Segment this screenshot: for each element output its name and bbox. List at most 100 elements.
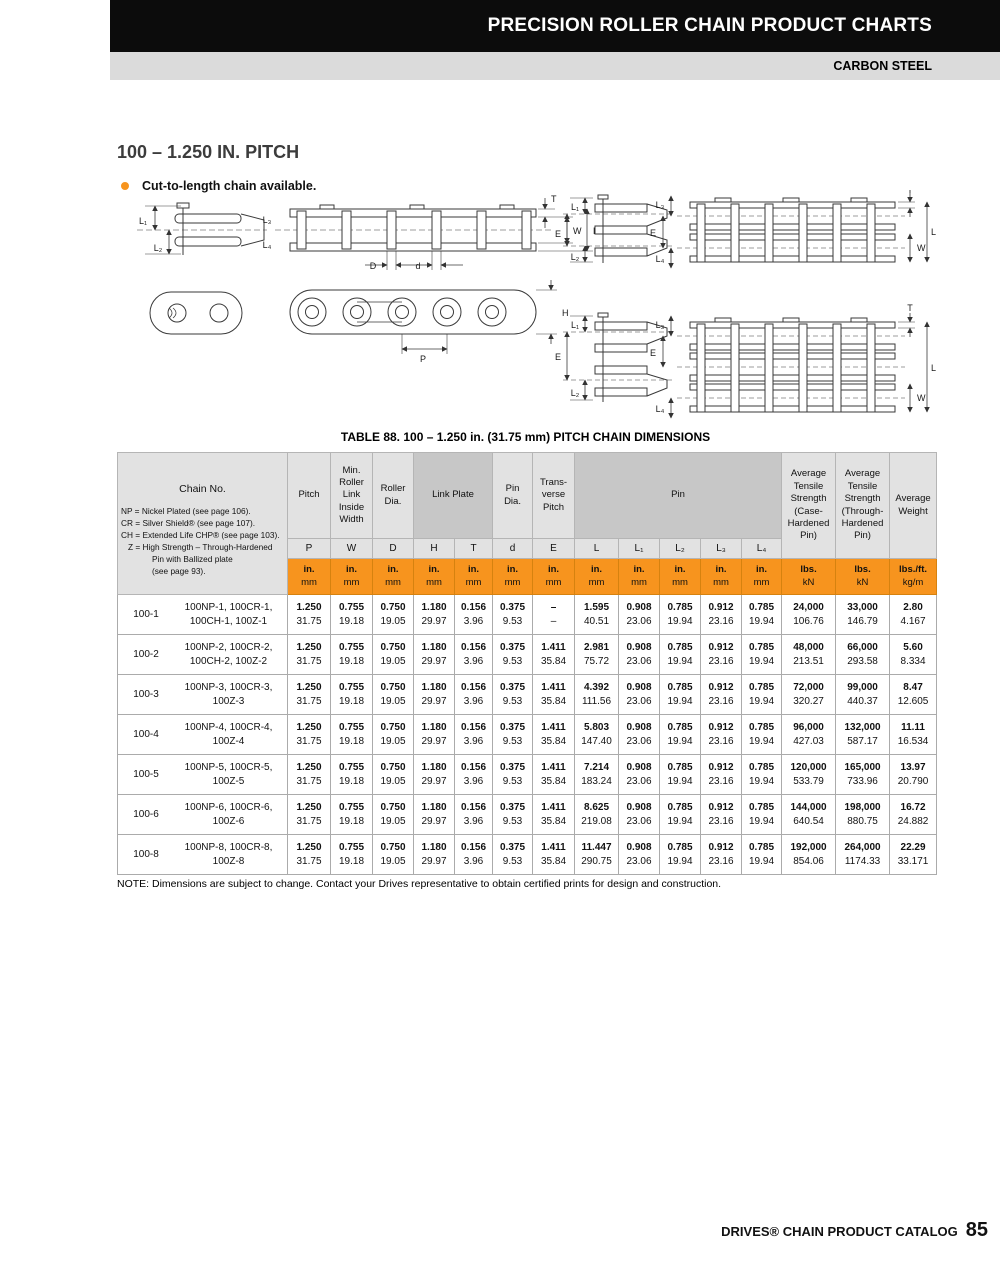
letter-d: D — [372, 538, 414, 559]
units-cell: in. mm — [532, 558, 576, 595]
value-inch: 1.250 — [296, 721, 322, 733]
value-inch: 0.375 — [500, 721, 526, 733]
chain-dimensions-table: Chain No. NP = Nickel Plated (see page 1… — [117, 452, 938, 875]
value-cell: 1.250 31.75 — [287, 714, 331, 755]
value-cell: 132,000 587.17 — [835, 714, 891, 755]
value-cell: 0.755 19.18 — [330, 594, 373, 635]
value-cell: 16.72 24.882 — [889, 794, 938, 835]
header-group-row: Chain No. NP = Nickel Plated (see page 1… — [117, 452, 938, 595]
value-metric: 35.84 — [541, 655, 567, 667]
value-cell: 1.411 35.84 — [532, 634, 576, 675]
value-inch: 0.912 — [708, 721, 734, 733]
value-metric: 293.58 — [847, 655, 878, 667]
value-cell: 0.785 19.94 — [659, 754, 702, 795]
table-row: 100-1 100NP-1, 100CR-1, 100CH-1, 100Z-1 1.2… — [117, 594, 938, 635]
value-cell: 0.755 19.18 — [330, 714, 373, 755]
value-cell: 0.750 19.05 — [372, 754, 414, 795]
value-cell: 0.375 9.53 — [492, 714, 534, 755]
value-cell: 96,000 427.03 — [781, 714, 837, 755]
value-inch: – — [550, 601, 557, 613]
value-cell: 0.785 19.94 — [741, 794, 783, 835]
header-letter-row: P W D H T d E L L₁ L₂ L₃ L₄ — [118, 538, 937, 559]
value-cell: 0.912 23.16 — [700, 714, 743, 755]
value-metric: 19.94 — [667, 615, 693, 627]
chain-names-line: 100Z-6 — [212, 815, 245, 827]
value-cell: 1.250 31.75 — [287, 634, 331, 675]
page-footer: DRIVES® CHAIN PRODUCT CATALOG 85 — [721, 1219, 988, 1242]
value-metric: 9.53 — [502, 775, 523, 787]
letter-e: E — [532, 538, 576, 559]
value-cell: 0.755 19.18 — [330, 794, 373, 835]
value-metric: 35.84 — [541, 775, 567, 787]
chain-names-line: 100NP-1, 100CR-1, — [184, 601, 273, 613]
chain-diagram-svg: L₁ L₂ T W L D d L₃ L₄ — [137, 185, 936, 419]
units-cell: in. mm — [372, 558, 414, 595]
value-cell: 1.411 35.84 — [532, 714, 576, 755]
value-metric: 19.94 — [667, 655, 693, 667]
value-cell: 0.785 19.94 — [659, 794, 702, 835]
value-cell: 33,000 146.79 — [835, 594, 891, 635]
value-metric: 19.05 — [380, 855, 406, 867]
value-inch: 0.755 — [338, 721, 365, 733]
value-cell: 11.11 16.534 — [889, 714, 938, 755]
value-metric: 146.79 — [847, 615, 878, 627]
value-inch: 0.912 — [708, 681, 734, 693]
value-inch: 1.250 — [296, 641, 322, 653]
chain-names-line: 100NP-5, 100CR-5, — [184, 761, 273, 773]
table-row: 100-6 100NP-6, 100CR-6, 100Z-6 1.250 31.75 0.… — [117, 794, 938, 835]
units-cell-weight: lbs./ft. kg/m — [889, 558, 938, 595]
value-metric: 19.18 — [338, 775, 365, 787]
value-metric: 29.97 — [421, 615, 447, 627]
value-cell: 0.755 19.18 — [330, 634, 373, 675]
value-cell: 0.785 19.94 — [741, 674, 783, 715]
value-cell: 264,000 1174.33 — [835, 834, 891, 875]
value-cell: 0.912 23.16 — [700, 834, 743, 875]
dim-label-l1: L₁ — [571, 202, 579, 212]
value-inch: 192,000 — [790, 841, 827, 853]
dim-label-l3: L₃ — [656, 320, 665, 330]
value-inch: 0.785 — [667, 841, 693, 853]
dim-label-D: D — [370, 261, 377, 271]
value-cell: 1.411 35.84 — [532, 794, 576, 835]
value-metric: 31.75 — [296, 855, 322, 867]
value-cell: 0.912 23.16 — [700, 794, 743, 835]
value-metric: 35.84 — [541, 735, 567, 747]
value-metric: 19.94 — [667, 735, 693, 747]
value-inch: 4.392 — [584, 681, 610, 693]
value-inch: 1.180 — [421, 681, 447, 693]
value-inch: 0.785 — [749, 681, 775, 693]
value-inch: 0.750 — [380, 681, 406, 693]
value-cell: 192,000 854.06 — [781, 834, 837, 875]
value-inch: 1.411 — [541, 721, 566, 733]
table-body: 100-1 100NP-1, 100CR-1, 100CH-1, 100Z-1 1.2… — [117, 594, 938, 875]
bullet-text: Cut-to-length chain available. — [142, 179, 317, 193]
col-header-pin-dia: Pin Dia. — [492, 452, 534, 539]
value-inch: 0.785 — [667, 761, 693, 773]
value-metric: 8.334 — [900, 655, 926, 667]
value-cell: 1.411 35.84 — [532, 834, 576, 875]
value-metric: 19.18 — [338, 655, 365, 667]
value-cell: 0.785 19.94 — [741, 714, 783, 755]
dim-label-l: L — [931, 227, 936, 237]
value-metric: 219.08 — [581, 815, 612, 827]
value-inch: 11.447 — [581, 841, 612, 853]
chain-names-line: 100Z-3 — [212, 695, 245, 707]
chain-names-line: 100Z-5 — [212, 775, 245, 787]
value-inch: 0.908 — [626, 841, 652, 853]
dim-label-l1: L₁ — [139, 216, 147, 226]
units-cell: in. mm — [492, 558, 534, 595]
chain-names-line: 100NP-2, 100CR-2, — [184, 641, 273, 653]
table-row: 100-4 100NP-4, 100CR-4, 100Z-4 1.250 31.75 0.… — [117, 714, 938, 755]
value-inch: 1.180 — [421, 801, 447, 813]
value-metric: 4.167 — [900, 615, 926, 627]
value-inch: 1.595 — [584, 601, 610, 613]
value-metric: 23.16 — [708, 695, 734, 707]
value-cell: 0.750 19.05 — [372, 714, 414, 755]
value-cell: 1.180 29.97 — [413, 794, 455, 835]
value-metric: 19.05 — [380, 695, 406, 707]
value-cell: 0.912 23.16 — [700, 674, 743, 715]
value-cell: 165,000 733.96 — [835, 754, 891, 795]
chain-names-line: 100CH-1, 100Z-1 — [189, 615, 268, 627]
value-metric: 35.84 — [541, 855, 567, 867]
value-metric: 106.76 — [793, 615, 824, 627]
